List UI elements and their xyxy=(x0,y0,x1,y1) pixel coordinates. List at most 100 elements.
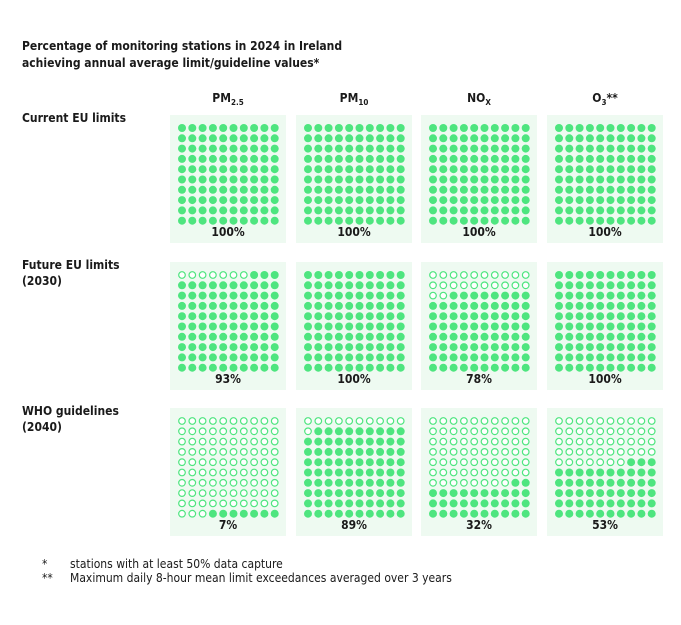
empty-dot xyxy=(555,458,563,467)
filled-dot xyxy=(585,301,594,310)
filled-dot xyxy=(345,206,354,215)
filled-dot xyxy=(345,312,354,321)
filled-dot xyxy=(429,175,437,184)
filled-dot xyxy=(449,134,458,143)
filled-dot xyxy=(229,216,238,225)
value-label: 78% xyxy=(466,372,492,386)
filled-dot xyxy=(376,216,385,225)
filled-dot xyxy=(511,312,520,321)
filled-dot xyxy=(555,322,563,331)
filled-dot xyxy=(219,144,228,153)
empty-dot xyxy=(208,499,217,508)
empty-dot xyxy=(439,478,448,487)
empty-dot xyxy=(575,427,584,436)
filled-dot xyxy=(324,332,333,341)
filled-dot xyxy=(365,281,374,290)
empty-dot xyxy=(260,458,269,467)
empty-dot xyxy=(647,448,656,456)
empty-dot xyxy=(250,448,259,456)
filled-dot xyxy=(365,458,374,467)
filled-dot xyxy=(555,312,563,321)
filled-dot xyxy=(345,124,354,132)
empty-dot xyxy=(345,417,354,425)
filled-dot xyxy=(449,175,458,184)
filled-dot xyxy=(616,322,625,331)
filled-dot xyxy=(555,363,563,372)
filled-dot xyxy=(188,124,197,132)
empty-dot xyxy=(396,417,405,425)
empty-dot xyxy=(188,448,197,456)
filled-dot xyxy=(304,312,312,321)
filled-dot xyxy=(616,196,625,205)
filled-dot xyxy=(521,185,530,194)
filled-dot xyxy=(480,216,489,225)
filled-dot xyxy=(355,206,364,215)
filled-dot xyxy=(314,124,323,132)
filled-dot xyxy=(270,154,279,163)
filled-dot xyxy=(480,144,489,153)
filled-dot xyxy=(555,185,563,194)
filled-dot xyxy=(334,216,343,225)
empty-dot xyxy=(439,427,448,436)
empty-dot xyxy=(198,417,207,425)
filled-dot xyxy=(324,175,333,184)
empty-dot xyxy=(449,281,458,290)
empty-dot xyxy=(647,417,656,425)
value-label: 100% xyxy=(588,372,622,386)
filled-dot xyxy=(459,353,468,362)
filled-dot xyxy=(345,427,354,436)
filled-dot xyxy=(219,281,228,290)
empty-dot xyxy=(304,417,312,425)
filled-dot xyxy=(365,427,374,436)
filled-dot xyxy=(270,206,279,215)
filled-dot xyxy=(229,134,238,143)
empty-dot xyxy=(429,417,437,425)
filled-dot xyxy=(449,363,458,372)
filled-dot xyxy=(637,353,646,362)
filled-dot xyxy=(334,478,343,487)
filled-dot xyxy=(376,281,385,290)
filled-dot xyxy=(647,185,656,194)
filled-dot xyxy=(314,427,323,436)
filled-dot xyxy=(565,196,574,205)
filled-dot xyxy=(396,332,405,341)
empty-dot xyxy=(521,281,530,290)
filled-dot xyxy=(596,332,605,341)
filled-dot xyxy=(511,478,520,487)
filled-dot xyxy=(429,312,437,321)
empty-dot xyxy=(521,417,530,425)
empty-dot xyxy=(198,509,207,518)
empty-dot xyxy=(521,448,530,456)
filled-dot xyxy=(208,353,217,362)
filled-dot xyxy=(637,154,646,163)
filled-dot xyxy=(521,353,530,362)
filled-dot xyxy=(334,134,343,143)
value-label: 89% xyxy=(341,518,367,532)
filled-dot xyxy=(606,185,615,194)
empty-dot xyxy=(521,437,530,446)
filled-dot xyxy=(596,363,605,372)
filled-dot xyxy=(490,206,499,215)
filled-dot xyxy=(511,291,520,300)
column-name: NO xyxy=(467,91,485,105)
filled-dot xyxy=(637,332,646,341)
filled-dot xyxy=(250,216,259,225)
empty-dot xyxy=(460,478,468,487)
filled-dot xyxy=(637,124,646,132)
filled-dot xyxy=(396,427,405,436)
empty-dot xyxy=(501,417,510,425)
filled-dot xyxy=(396,291,405,300)
filled-dot xyxy=(219,175,228,184)
empty-dot xyxy=(616,417,625,425)
filled-dot xyxy=(396,271,405,279)
filled-dot xyxy=(637,343,646,352)
filled-dot xyxy=(260,144,269,153)
filled-dot xyxy=(521,363,530,372)
filled-dot xyxy=(596,206,605,215)
filled-dot xyxy=(470,343,479,352)
panel xyxy=(170,115,286,243)
filled-dot xyxy=(355,144,364,153)
filled-dot xyxy=(304,175,312,184)
filled-dot xyxy=(386,301,395,310)
